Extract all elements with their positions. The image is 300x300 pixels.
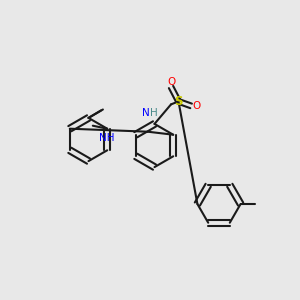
Text: S: S xyxy=(174,95,183,108)
Text: NH: NH xyxy=(99,133,114,143)
Text: O: O xyxy=(167,76,175,87)
Text: H: H xyxy=(151,108,158,118)
Text: N: N xyxy=(142,108,149,118)
Text: O: O xyxy=(192,101,201,111)
